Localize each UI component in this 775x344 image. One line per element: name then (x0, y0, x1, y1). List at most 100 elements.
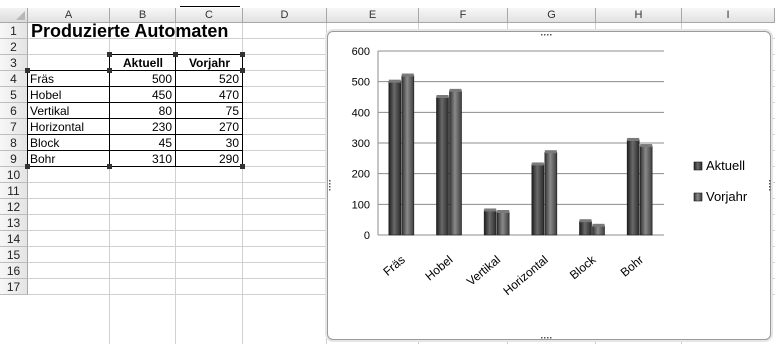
bar-aktuell (483, 210, 497, 236)
legend-label-vorjahr: Vorjahr (706, 189, 748, 204)
bar-vorjahr (639, 145, 653, 236)
range-selection-handle[interactable] (173, 52, 178, 57)
legend-label-aktuell: Aktuell (706, 158, 745, 173)
value-cell-aktuell[interactable]: 450 (151, 88, 172, 102)
chart-resize-dot (541, 34, 543, 36)
column-header-h[interactable]: H (596, 8, 682, 23)
name-cell[interactable]: Fräs (30, 72, 54, 86)
row-header-2[interactable]: 2 (0, 39, 28, 55)
y-tick-label: 400 (352, 107, 370, 119)
y-tick-label: 300 (352, 138, 370, 150)
row-header-16[interactable]: 16 (0, 263, 28, 279)
column-header-c[interactable]: C (176, 8, 243, 23)
column-gridline (109, 23, 110, 344)
bar-top-cap (388, 79, 401, 83)
range-selection-handle[interactable] (107, 52, 112, 57)
sheet-title-cell[interactable]: Produzierte Automaten (31, 21, 229, 41)
table-border (109, 54, 110, 167)
bar-vorjahr (401, 75, 415, 236)
row-header-15[interactable]: 15 (0, 247, 28, 263)
name-cell[interactable]: Bohr (30, 152, 56, 166)
x-tick-label: Horizontal (500, 253, 550, 298)
range-selection-handle[interactable] (25, 164, 30, 169)
column-header-f[interactable]: F (419, 8, 508, 23)
value-cell-aktuell[interactable]: 230 (151, 120, 172, 134)
table-border (242, 54, 243, 167)
value-cell-vorjahr[interactable]: 290 (218, 152, 239, 166)
select-all-corner[interactable] (0, 8, 28, 23)
row-header-5[interactable]: 5 (0, 87, 28, 103)
x-tick-label: Hobel (422, 253, 455, 284)
row-header-13[interactable]: 13 (0, 215, 28, 231)
row-header-17[interactable]: 17 (0, 279, 28, 295)
x-tick-label: Fräs (380, 253, 407, 279)
y-tick-label: 100 (352, 199, 370, 211)
y-tick-label: 600 (352, 46, 370, 58)
bar-chart[interactable]: 0 100 200 300 400 500 600 Fräs Hobel Vertikal Hori… (327, 31, 771, 340)
column-header-e[interactable]: E (327, 8, 419, 23)
value-cell-vorjahr[interactable]: 30 (225, 136, 239, 150)
value-cell-vorjahr[interactable]: 75 (225, 104, 239, 118)
range-selection-handle[interactable] (107, 164, 112, 169)
value-cell-vorjahr[interactable]: 270 (218, 120, 239, 134)
table-border (27, 118, 243, 119)
table-border (175, 54, 176, 167)
value-cell-aktuell[interactable]: 45 (158, 136, 172, 150)
y-tick-label: 200 (352, 169, 370, 181)
name-cell[interactable]: Hobel (30, 88, 62, 102)
row-header-6[interactable]: 6 (0, 103, 28, 119)
bar-top-cap (484, 208, 497, 212)
bar-aktuell (579, 220, 592, 236)
row-header-9[interactable]: 9 (0, 151, 28, 167)
range-selection-handle[interactable] (240, 68, 245, 73)
value-cell-vorjahr[interactable]: 520 (218, 72, 239, 86)
row-header-12[interactable]: 12 (0, 199, 28, 215)
value-cell-aktuell[interactable]: 500 (151, 72, 172, 86)
chart-resize-dot (769, 186, 771, 188)
row-header-4[interactable]: 4 (0, 71, 28, 87)
value-cell-aktuell[interactable]: 80 (158, 104, 172, 118)
value-cell-aktuell[interactable]: 310 (151, 152, 172, 166)
top-cropped-strip (0, 0, 775, 8)
row-header-7[interactable]: 7 (0, 119, 28, 135)
row-header-3[interactable]: 3 (0, 55, 28, 71)
chart-resize-dot (544, 337, 546, 339)
range-selection-handle[interactable] (107, 68, 112, 73)
column-header-b[interactable]: B (110, 8, 176, 23)
range-selection-handle[interactable] (25, 68, 30, 73)
table-border (27, 166, 243, 167)
bar-vorjahr (449, 90, 462, 236)
column-gridline (175, 23, 176, 344)
name-cell[interactable]: Horizontal (30, 120, 85, 134)
name-cell[interactable]: Block (30, 136, 60, 150)
row-header-1[interactable]: 1 (0, 23, 28, 39)
chart-resize-dot (550, 34, 552, 36)
chart-resize-dot (329, 189, 331, 191)
column-header-d[interactable]: D (243, 8, 327, 23)
bar-top-cap (640, 144, 653, 148)
column-header-g[interactable]: G (508, 8, 596, 23)
header-cell-aktuell[interactable]: Aktuell (122, 56, 163, 70)
bar-aktuell (626, 139, 640, 236)
name-cell[interactable]: Vertikal (30, 104, 70, 118)
bar-top-cap (627, 137, 640, 141)
column-header-a[interactable]: A (28, 8, 110, 23)
y-tick-label: 0 (364, 230, 370, 242)
value-cell-vorjahr[interactable]: 470 (218, 88, 239, 102)
bar-top-cap (449, 88, 462, 92)
chart-resize-dot (769, 183, 771, 185)
column-gridline (326, 23, 327, 344)
row-header-8[interactable]: 8 (0, 135, 28, 151)
header-cell-vorjahr[interactable]: Vorjahr (188, 56, 231, 70)
range-selection-handle[interactable] (240, 164, 245, 169)
row-header-14[interactable]: 14 (0, 231, 28, 247)
chart-canvas: 0 100 200 300 400 500 600 Fräs Hobel VertikalHori… (329, 34, 771, 339)
table-border (27, 150, 243, 151)
chart-resize-dot (769, 189, 771, 191)
range-selection-handle[interactable] (240, 52, 245, 57)
row-header-11[interactable]: 11 (0, 183, 28, 199)
column-header-i[interactable]: I (682, 8, 775, 23)
chart-resize-dot (541, 337, 543, 339)
row-header-10[interactable]: 10 (0, 167, 28, 183)
